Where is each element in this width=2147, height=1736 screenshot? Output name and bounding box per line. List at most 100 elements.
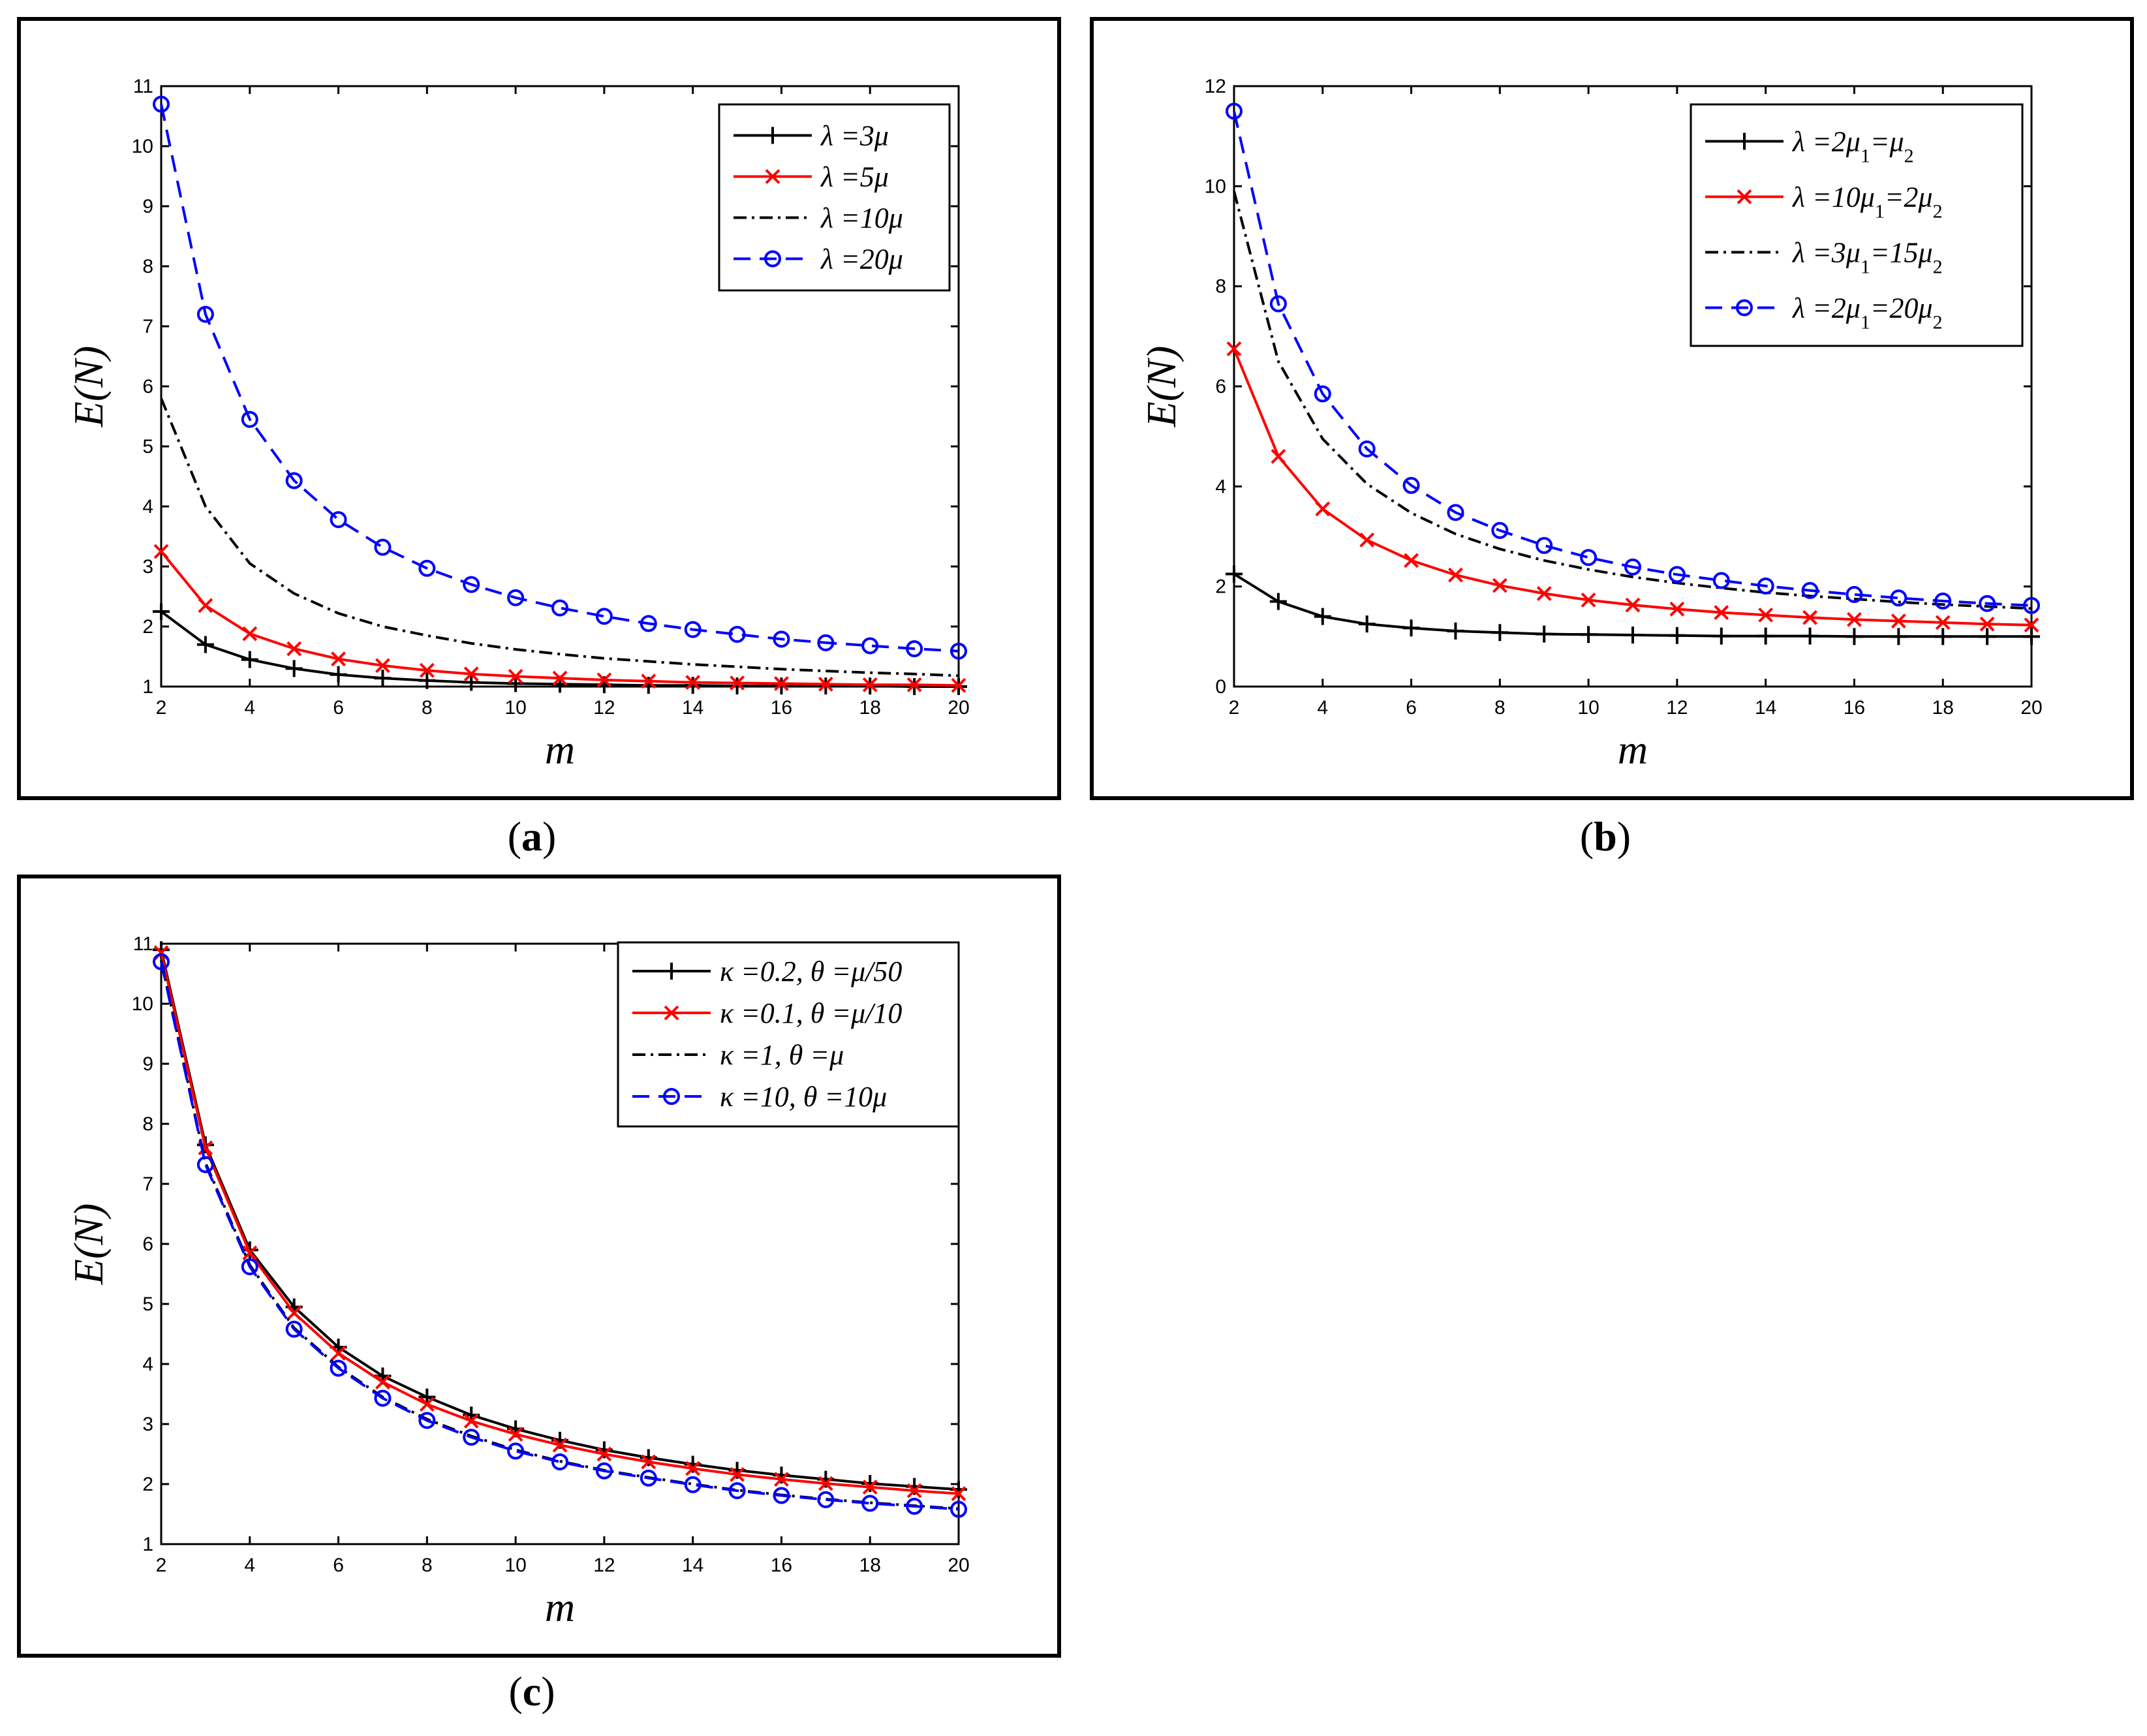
y-tick-label: 6	[142, 376, 153, 397]
data-point	[1580, 549, 1598, 566]
data-point	[1581, 592, 1596, 608]
x-tick-label: 6	[333, 1555, 344, 1576]
data-point	[951, 677, 966, 693]
x-tick-label: 12	[593, 697, 615, 719]
data-point	[551, 599, 568, 617]
y-tick-label: 10	[132, 136, 153, 157]
data-point	[1891, 613, 1906, 628]
caption-a: (a)	[507, 813, 557, 860]
x-tick-label: 8	[1494, 697, 1506, 719]
data-point	[331, 651, 346, 667]
x-tick-label: 2	[1229, 697, 1240, 719]
data-point	[595, 1462, 613, 1480]
data-point	[1271, 448, 1286, 464]
x-tick-label: 14	[1755, 697, 1776, 719]
chart-b-y-axis-label: E(N)	[1138, 346, 1184, 427]
data-point	[1447, 622, 1464, 640]
x-tick-label: 6	[333, 697, 344, 719]
chart-panel-c: 2 4 6 8 10 12 14 16 18 20 1 2 3 4 5 6 7 8 9 10 11 m E(N) κ =0.2…	[17, 875, 1061, 1658]
y-tick-label: 2	[1215, 576, 1226, 598]
y-tick-label: 4	[142, 496, 153, 518]
data-point	[418, 559, 436, 577]
y-tick-label: 1	[142, 1534, 153, 1555]
legend-box	[1690, 103, 2024, 347]
data-point	[2023, 628, 2040, 645]
data-point	[1491, 521, 1509, 539]
data-point	[1714, 605, 1729, 620]
data-point	[552, 1437, 568, 1453]
data-point	[1269, 295, 1287, 313]
y-tick-label: 7	[142, 316, 153, 337]
y-tick-label: 3	[142, 556, 153, 578]
data-point	[198, 598, 213, 613]
data-point	[1668, 627, 1686, 644]
data-point	[1712, 572, 1730, 589]
data-point	[728, 677, 746, 695]
y-tick-label: 10	[1205, 176, 1226, 197]
data-point	[1447, 504, 1464, 521]
y-tick-label: 11	[133, 76, 153, 97]
data-point	[641, 674, 656, 689]
data-point	[1801, 581, 1819, 599]
x-tick-label: 10	[504, 1555, 526, 1576]
legend-marker	[663, 963, 680, 980]
data-point	[730, 675, 745, 690]
series-line	[160, 104, 959, 653]
data-point	[153, 953, 170, 970]
data-point	[1402, 619, 1420, 637]
caption-c: (c)	[508, 1668, 555, 1714]
chart-a-series-2	[160, 397, 959, 677]
chart-a-series-1	[153, 544, 966, 693]
data-point	[1448, 567, 1463, 583]
x-tick-label: 18	[859, 1555, 881, 1576]
series-line	[1233, 191, 2032, 610]
chart-b-series-3	[1226, 102, 2040, 614]
chart-a-y-axis-label: E(N)	[65, 346, 112, 427]
data-point	[419, 1397, 435, 1412]
y-tick-label: 7	[142, 1173, 153, 1195]
chart-panel-b: 2 4 6 8 10 12 14 16 18 20 0 2 4 6 8 10 12 m E(N) λ =2μ1=μ2 λ…	[1090, 17, 2134, 800]
data-point	[463, 674, 480, 691]
data-point	[1580, 626, 1598, 643]
x-tick-label: 12	[1666, 697, 1688, 719]
legend-label: λ =5μ	[820, 161, 889, 193]
legend-label: λ =20μ	[820, 243, 903, 275]
data-point	[330, 511, 347, 529]
data-point	[330, 666, 347, 683]
caption-b: (b)	[1579, 813, 1631, 860]
data-point	[153, 95, 170, 113]
data-point	[1536, 585, 1552, 601]
data-point	[463, 1413, 479, 1429]
data-point	[1269, 593, 1287, 610]
data-point	[685, 1461, 701, 1476]
data-point	[1226, 565, 1243, 583]
data-point	[817, 634, 835, 651]
data-point	[330, 1359, 347, 1377]
legend-label: λ =10μ	[820, 202, 903, 234]
chart-b-x-axis-label: m	[1618, 726, 1648, 773]
y-tick-label: 8	[142, 1113, 153, 1135]
data-point	[595, 608, 613, 625]
chart-c-y-axis-label: E(N)	[65, 1203, 112, 1285]
data-point	[596, 672, 612, 688]
data-point	[1757, 627, 1774, 645]
data-point	[817, 1491, 835, 1508]
data-point	[906, 1498, 923, 1515]
chart-c-x-axis-label: m	[545, 1584, 575, 1630]
data-point	[950, 1500, 967, 1518]
y-tick-label: 9	[142, 1053, 153, 1075]
data-point	[1226, 341, 1242, 356]
data-point	[241, 1258, 258, 1275]
chart-b-series-1	[1226, 341, 2039, 633]
data-point	[374, 670, 392, 687]
data-point	[1846, 585, 1863, 603]
data-point	[1625, 597, 1641, 613]
data-point	[508, 668, 523, 684]
data-point	[285, 472, 303, 489]
data-point	[818, 1476, 833, 1491]
data-point	[862, 1480, 878, 1495]
legend-marker	[664, 1005, 679, 1021]
